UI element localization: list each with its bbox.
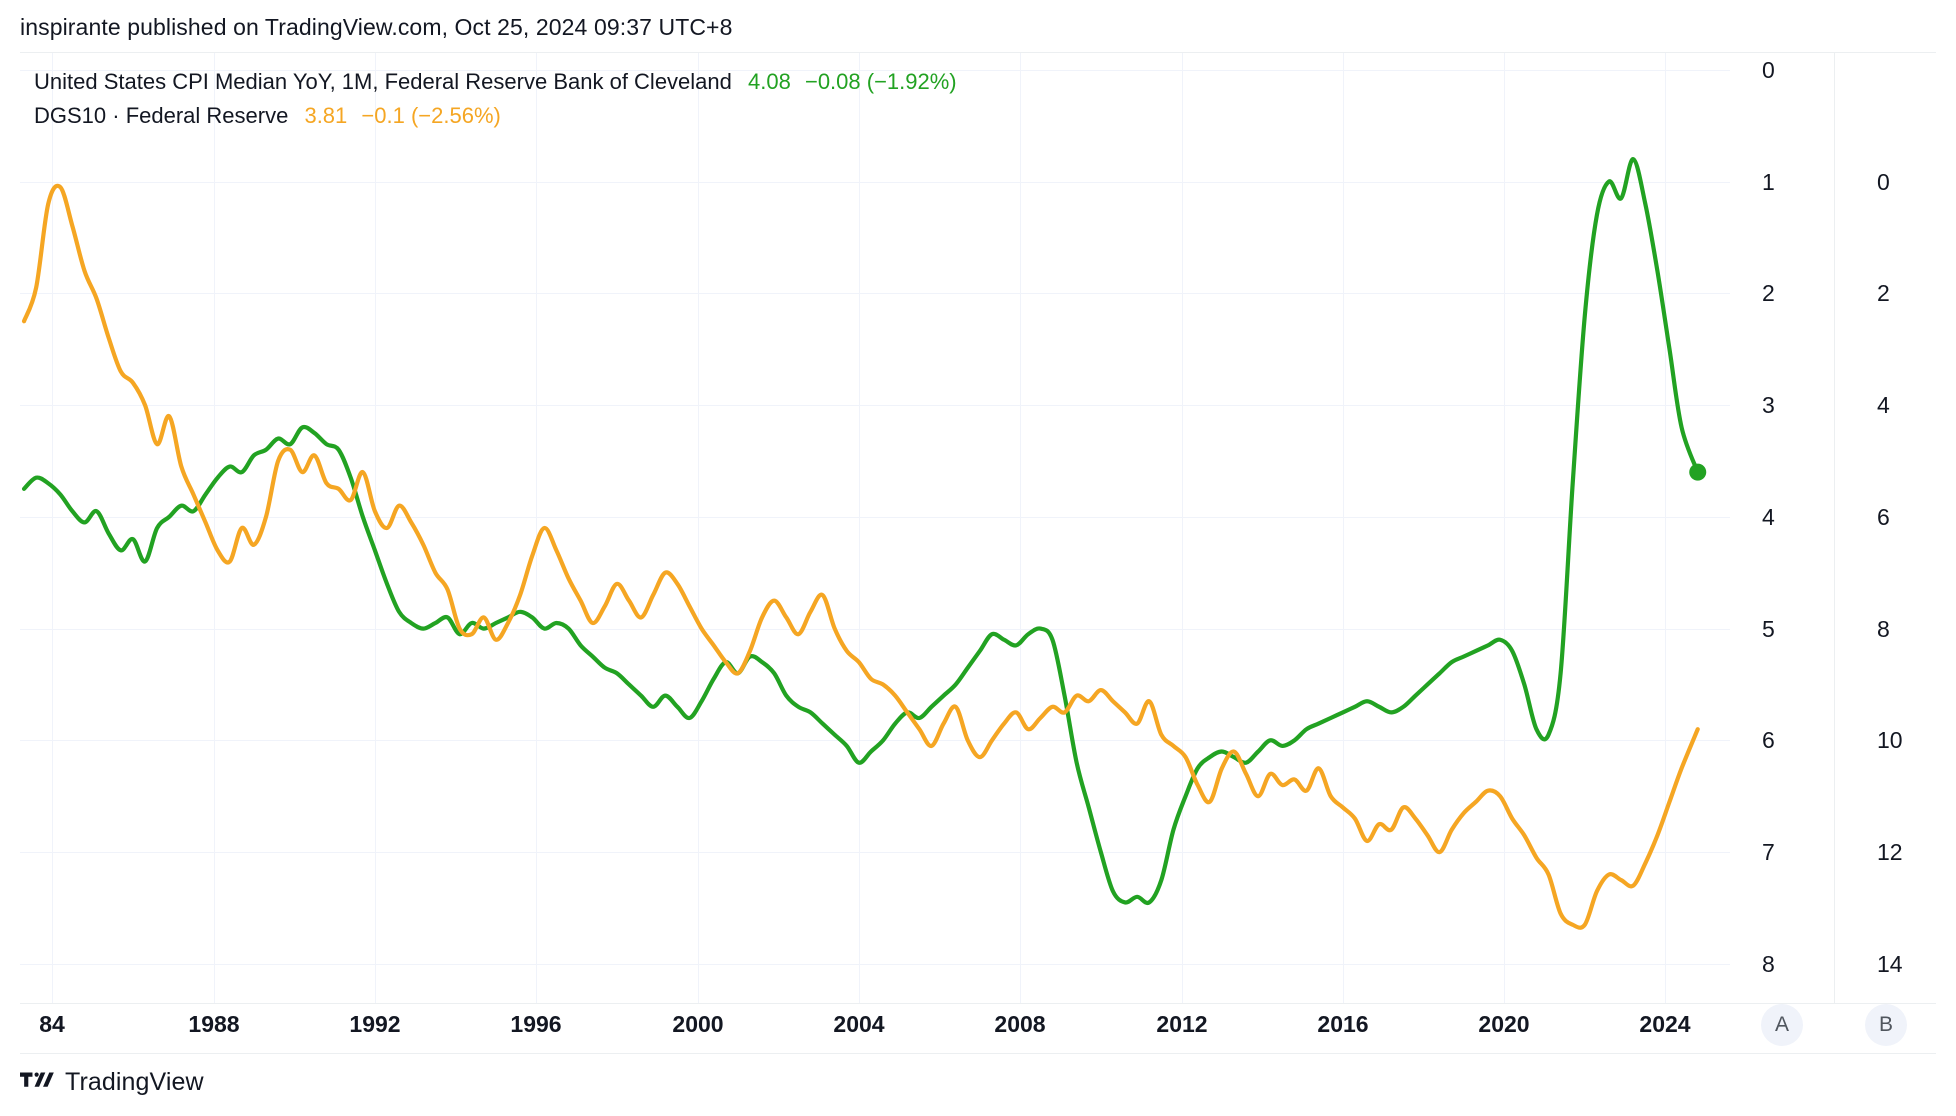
price-axis-a-tick: 3	[1762, 392, 1775, 419]
price-axis-a-tick: 8	[1762, 950, 1775, 977]
price-axis-b-tick: 14	[1877, 950, 1903, 977]
price-scale-button-b[interactable]: B	[1865, 1004, 1907, 1046]
price-axis-b[interactable]: 14 12 10 8 6 4 2 0	[1834, 53, 1937, 1003]
time-axis-tick: 1996	[510, 1011, 562, 1037]
price-axis-a-tick: 2	[1762, 280, 1775, 307]
grid-line-vertical	[52, 53, 53, 1003]
time-axis-tick: 2016	[1317, 1011, 1369, 1037]
price-axis-b-tick: 6	[1877, 503, 1890, 530]
time-axis-tick: 2024	[1639, 1011, 1691, 1037]
grid-line-horizontal	[20, 70, 1730, 71]
grid-line-horizontal	[20, 964, 1730, 965]
grid-line-horizontal	[20, 740, 1730, 741]
series-lines	[21, 157, 1707, 930]
time-axis[interactable]: 84 1988 1992 1996 2000 2004 2008 2012 2016 2020 20…	[20, 1004, 1936, 1054]
time-axis-tick: 1988	[188, 1011, 240, 1037]
plot-area[interactable]	[20, 53, 1730, 1003]
time-axis-tick: 2020	[1478, 1011, 1530, 1037]
grid-line-vertical	[859, 53, 860, 1003]
series-end-marker	[1689, 463, 1707, 481]
time-axis-tick: 2008	[994, 1011, 1046, 1037]
price-axis-a-tick: 4	[1762, 503, 1775, 530]
footer-branding: TradingView	[20, 1068, 204, 1096]
grid-line-vertical	[1343, 53, 1344, 1003]
series-line	[21, 183, 1700, 930]
chart-frame: United States CPI Median YoY, 1M, Federa…	[20, 52, 1936, 1004]
time-axis-tick: 2012	[1156, 1011, 1208, 1037]
grid-line-horizontal	[20, 629, 1730, 630]
price-axis-a[interactable]: 8 7 6 5 4 3 2 1 0	[1730, 53, 1834, 1003]
grid-line-horizontal	[20, 852, 1730, 853]
grid-line-vertical	[1020, 53, 1021, 1003]
tradingview-logo-icon	[20, 1072, 54, 1087]
grid-line-vertical	[1504, 53, 1505, 1003]
grid-line-vertical	[536, 53, 537, 1003]
grid-line-horizontal	[20, 517, 1730, 518]
price-axis-a-tick: 5	[1762, 615, 1775, 642]
price-axis-b-tick: 0	[1877, 168, 1890, 195]
price-axis-b-tick: 10	[1877, 727, 1903, 754]
grid-line-vertical	[375, 53, 376, 1003]
time-axis-tick: 84	[39, 1011, 65, 1037]
price-axis-b-tick: 2	[1877, 280, 1890, 307]
attribution-text: inspirante published on TradingView.com,…	[20, 14, 733, 40]
series-line	[21, 157, 1700, 906]
price-axis-b-tick: 12	[1877, 839, 1903, 866]
price-scale-button-a[interactable]: A	[1761, 1004, 1803, 1046]
time-axis-tick: 2004	[833, 1011, 885, 1037]
grid-line-vertical	[214, 53, 215, 1003]
grid-line-horizontal	[20, 293, 1730, 294]
price-axis-a-tick: 1	[1762, 168, 1775, 195]
grid-line-vertical	[1182, 53, 1183, 1003]
grid-line-horizontal	[20, 182, 1730, 183]
grid-line-horizontal	[20, 405, 1730, 406]
time-axis-tick: 1992	[349, 1011, 401, 1037]
tradingview-wordmark: TradingView	[65, 1068, 204, 1096]
price-axis-b-tick: 8	[1877, 615, 1890, 642]
grid-line-vertical	[1665, 53, 1666, 1003]
price-axis-a-tick: 0	[1762, 56, 1775, 83]
price-axis-b-tick: 4	[1877, 392, 1890, 419]
time-axis-tick: 2000	[672, 1011, 724, 1037]
price-axis-a-tick: 7	[1762, 839, 1775, 866]
price-axis-a-tick: 6	[1762, 727, 1775, 754]
grid-line-vertical	[698, 53, 699, 1003]
